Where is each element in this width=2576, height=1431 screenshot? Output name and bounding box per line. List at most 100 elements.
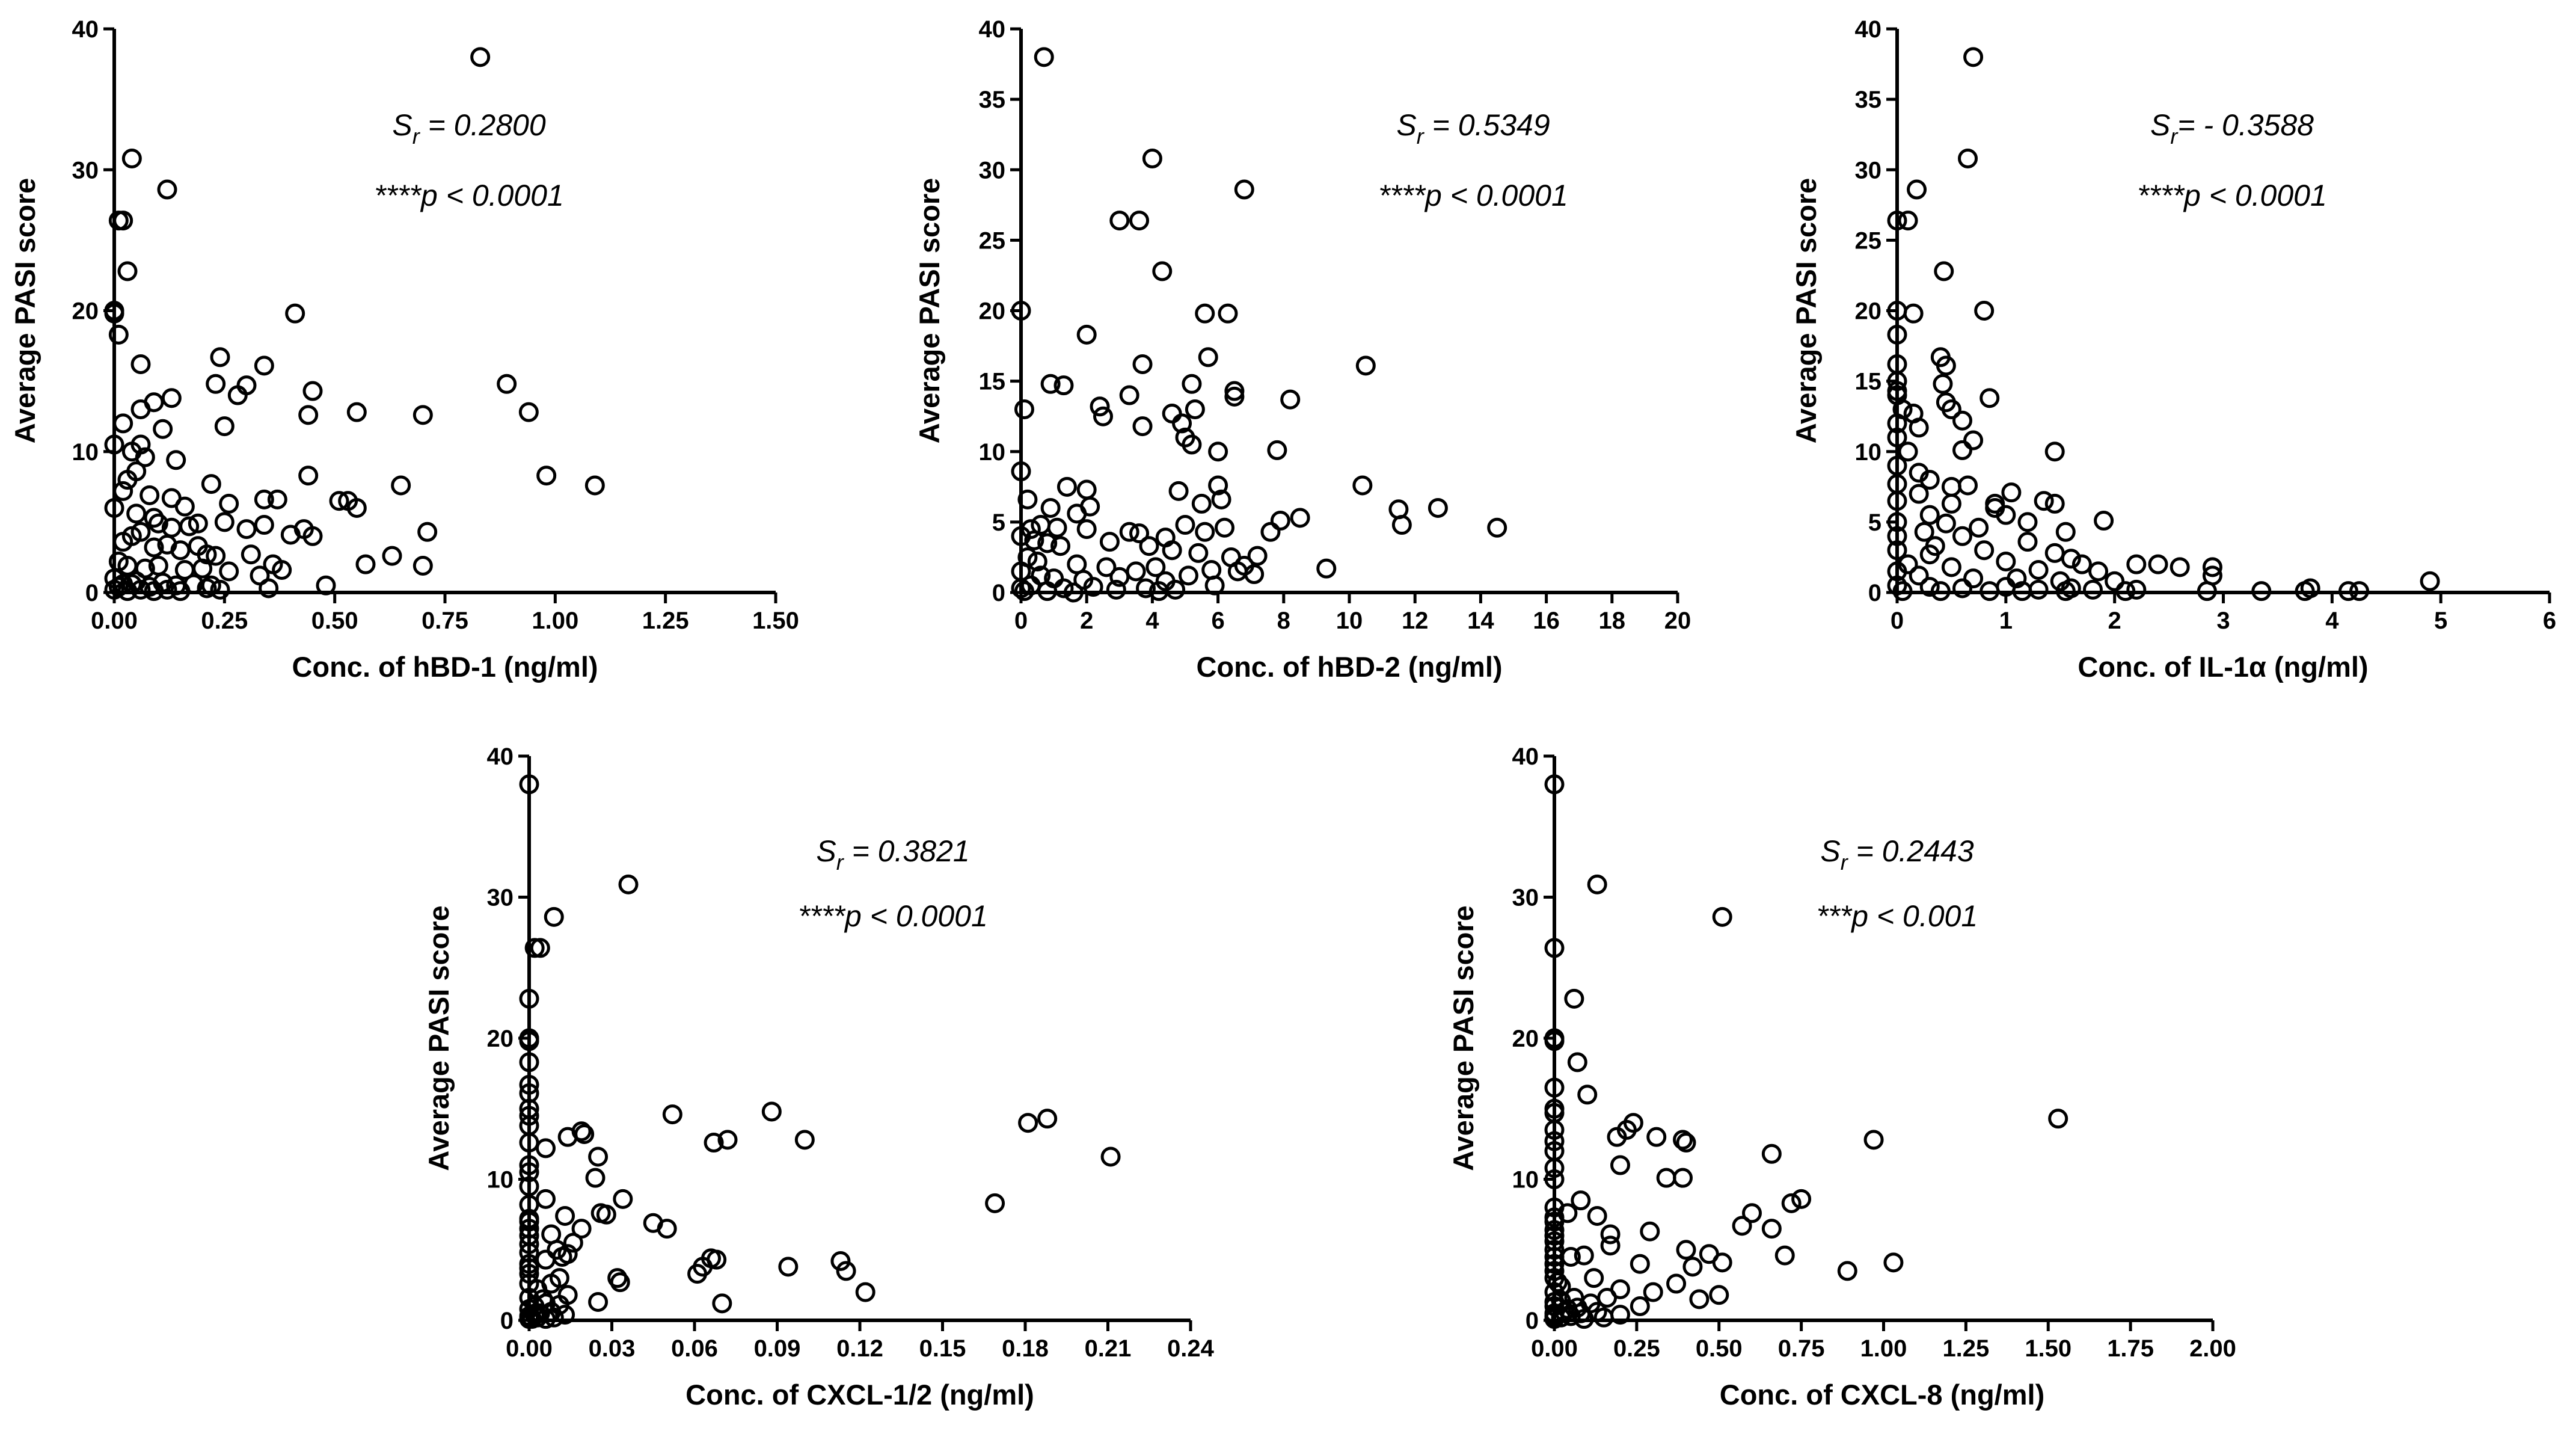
data-point [1056,476,1077,497]
data-point [1215,517,1235,538]
data-point [1096,557,1117,577]
chart-cxcl8: 0 10 20 30 40 0.00 0.25 0.50 0.75 1.00 1.25 1.50 1.7… [1447,743,2236,1411]
data-point [1544,938,1565,958]
data-point [1544,1158,1565,1178]
data-point [272,560,292,580]
data-point [1544,1261,1565,1281]
data-point [1195,522,1215,542]
data-point [657,1219,677,1239]
y-tick-label: 10 [1855,439,1882,466]
data-point [519,988,539,1009]
x-tick-label: 0.06 [671,1335,718,1362]
data-point [1791,1189,1812,1209]
data-point [1544,1131,1565,1151]
data-point [1936,513,1956,534]
data-point [1676,1133,1696,1153]
spearman-subscript: r [2170,124,2179,149]
data-point [148,513,168,534]
data-point [1941,476,1961,497]
spearman-value: = - 0.3588 [2177,108,2314,142]
spearman-symbol: S [2150,108,2170,142]
y-tick-label: 30 [979,157,1006,183]
data-point [157,579,177,600]
data-point [1040,374,1061,394]
data-point [557,1127,578,1147]
data-point [1837,1261,1857,1281]
data-point [536,1189,556,1209]
y-tick-label: 20 [487,1026,514,1052]
data-point [1047,517,1067,538]
spearman-symbol: S [816,834,836,868]
data-point [2083,579,2103,600]
data-point [188,513,208,534]
data-point [1024,530,1044,550]
y-tick-label: 10 [979,439,1006,466]
y-tick-label: 20 [1855,298,1882,325]
y-tick-label: 30 [1512,885,1539,911]
data-point [135,447,155,467]
spearman-subscript: r [1841,850,1849,875]
data-point [219,493,239,514]
data-point [166,450,186,470]
x-axis-title: Conc. of IL-1α (ng/ml) [2078,651,2368,683]
y-tick-label: 10 [487,1167,514,1193]
data-point [153,419,173,439]
x-tick-label: 2 [2108,608,2121,634]
spearman-symbol: S [1396,108,1416,142]
data-point [1574,1245,1594,1266]
data-point [1244,564,1265,585]
p-value-annotation: ****p < 0.0001 [2137,179,2327,212]
data-point [254,355,274,376]
data-point [1941,557,1961,577]
data-point [1544,1197,1565,1217]
data-point [144,508,164,528]
data-point [1952,526,1972,546]
data-point [117,470,138,490]
data-point [179,516,200,537]
x-tick-label: 6 [2543,608,2556,634]
data-point [1260,522,1281,542]
data-point [2048,1109,2068,1129]
data-point [130,399,151,419]
data-point [2251,581,2272,602]
data-point [1996,505,2016,525]
data-point [778,1257,799,1277]
data-point [1132,354,1153,375]
x-tick-label: 0.25 [1613,1335,1660,1362]
data-point [2028,560,2049,580]
data-point [1034,47,1054,67]
data-point [2088,561,2109,582]
data-point [1428,497,1448,518]
data-point [1907,179,1927,200]
x-tick-label: 0.15 [919,1335,966,1362]
data-point [113,211,133,231]
y-tick-label: 0 [85,580,99,606]
data-point [108,577,129,597]
x-axis-title: Conc. of hBD-1 (ng/ml) [292,651,598,683]
x-tick-label: 18 [1599,608,1626,634]
data-point [536,1249,556,1270]
data-point [1887,413,1907,434]
x-axis-title: Conc. of hBD-2 (ng/ml) [1196,651,1502,683]
data-point [524,938,545,958]
data-point [2061,549,2081,569]
data-point [1564,988,1584,1009]
data-point [1053,375,1074,396]
data-point [1126,561,1146,582]
data-point [192,558,213,579]
data-point [1643,1282,1663,1302]
x-tick-label: 4 [2325,608,2339,634]
data-point [1761,1219,1782,1239]
data-point [1544,1169,1565,1189]
data-point [2028,579,2049,600]
data-point [1544,1119,1565,1140]
data-point [1934,261,1954,282]
data-point [1666,1273,1687,1294]
data-point [1182,434,1202,455]
data-point [1952,410,1972,431]
data-point [104,434,124,455]
data-point [1963,47,1984,67]
data-point [1712,906,1732,927]
data-point [104,303,124,324]
x-tick-label: 20 [1664,608,1691,634]
